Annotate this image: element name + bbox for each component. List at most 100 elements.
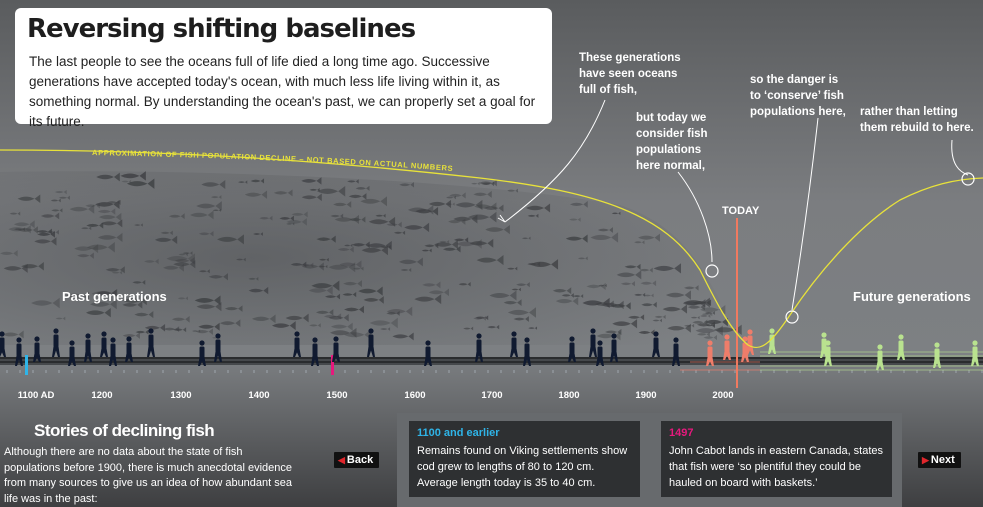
timeline-tick <box>136 370 138 373</box>
person-icon <box>109 337 117 366</box>
fish-icon <box>250 178 265 184</box>
future-generations-label: Future generations <box>853 289 971 304</box>
fish-icon <box>198 269 210 274</box>
person-icon <box>475 333 483 362</box>
fish-icon <box>485 224 510 235</box>
timeline-tick <box>175 370 177 373</box>
timeline-tick <box>552 370 554 373</box>
fish-icon <box>476 255 504 266</box>
timeline-tick <box>656 370 658 373</box>
fish-icon <box>171 315 190 323</box>
fish-icon <box>521 236 531 240</box>
person-icon <box>568 336 576 362</box>
timeline-tick <box>773 370 775 373</box>
fish-icon <box>195 328 213 335</box>
fish-icon <box>687 303 705 311</box>
year-1100: 1100 AD <box>17 390 55 401</box>
fish-icon <box>577 256 588 261</box>
timeline-tick <box>747 370 749 373</box>
fish-icon <box>328 313 349 322</box>
fish-icon <box>344 305 364 314</box>
timeline-ticks <box>6 370 983 373</box>
fish-icon <box>628 314 645 321</box>
fish-icon <box>399 182 415 188</box>
timeline-tick <box>19 370 21 373</box>
timeline-tick <box>396 370 398 373</box>
fish-icon <box>122 301 143 309</box>
timeline-tick <box>318 370 320 373</box>
person-icon <box>672 337 680 366</box>
timeline-tick <box>32 370 34 373</box>
timeline-tick <box>253 370 255 373</box>
fish-icon <box>598 283 607 288</box>
fish-icon <box>643 293 654 298</box>
fish-icon <box>640 280 657 287</box>
fish-icon <box>347 179 359 184</box>
fish-icon <box>168 213 185 220</box>
timeline-tick <box>981 370 983 373</box>
fish-icon <box>348 193 367 200</box>
fish-icon <box>692 319 708 326</box>
story-card-1497: 1497 John Cabot lands in eastern Canada,… <box>661 421 892 497</box>
intro-panel: Reversing shifting baselines The last pe… <box>15 8 552 129</box>
fish-icon <box>46 229 59 235</box>
fish-icon <box>487 324 500 330</box>
fish-icon <box>208 273 228 281</box>
fish-icon <box>368 216 396 227</box>
fish-icon <box>325 293 341 300</box>
fish-icon <box>448 218 466 225</box>
fish-icon <box>55 316 66 321</box>
timeline-tick <box>877 370 879 373</box>
fish-icon <box>300 262 314 268</box>
fish-icon <box>653 263 682 274</box>
fish-icon <box>163 326 180 332</box>
fish-icon <box>654 314 666 319</box>
back-button[interactable]: ◀ Back <box>334 452 380 468</box>
fish-icon <box>3 263 28 273</box>
right-arrow-icon: ▶ <box>922 455 929 465</box>
fish-icon <box>552 287 572 295</box>
fish-icon <box>400 268 412 273</box>
fish-icon <box>85 203 100 209</box>
fish-icon <box>279 215 294 222</box>
person-icon <box>311 337 319 366</box>
fish-icon <box>333 201 352 208</box>
fish-icon <box>37 231 55 238</box>
timeline-tick <box>669 370 671 373</box>
fish-icon <box>565 234 588 243</box>
fish-icon <box>696 321 715 329</box>
timeline-tick <box>955 370 957 373</box>
fish-icon <box>34 237 57 246</box>
fish-icon <box>624 263 641 270</box>
fish-icon <box>196 201 222 211</box>
fish-icon <box>453 237 469 243</box>
person-icon <box>147 328 155 357</box>
fish-icon <box>471 182 480 186</box>
person-icon <box>84 333 92 362</box>
fish-icon <box>386 310 400 316</box>
fish-icon <box>86 242 115 253</box>
timeline-tick <box>591 370 593 373</box>
fish-icon <box>17 226 38 234</box>
fish-icon <box>190 210 214 220</box>
year-label: 1300 <box>170 390 192 401</box>
fish-icon <box>328 262 356 273</box>
fish-icon <box>13 220 35 229</box>
fish-icon <box>349 216 366 223</box>
person-icon <box>214 333 222 362</box>
person-icon <box>0 331 6 357</box>
fish-icon <box>569 217 581 222</box>
fish-icon <box>50 198 61 203</box>
person-icon <box>125 336 133 362</box>
person-icon <box>820 332 828 358</box>
intro-text: The last people to see the oceans full o… <box>29 54 536 129</box>
fish-icon <box>507 266 518 271</box>
fish-icon <box>144 258 159 265</box>
year-label: 1400 <box>248 390 270 401</box>
card-title: 1100 and earlier <box>417 427 500 439</box>
next-button[interactable]: ▶ Next <box>918 452 961 468</box>
fish-icon <box>219 319 241 328</box>
timeline-band <box>0 357 983 365</box>
fish-icon <box>21 261 44 271</box>
timeline-tick <box>357 370 359 373</box>
